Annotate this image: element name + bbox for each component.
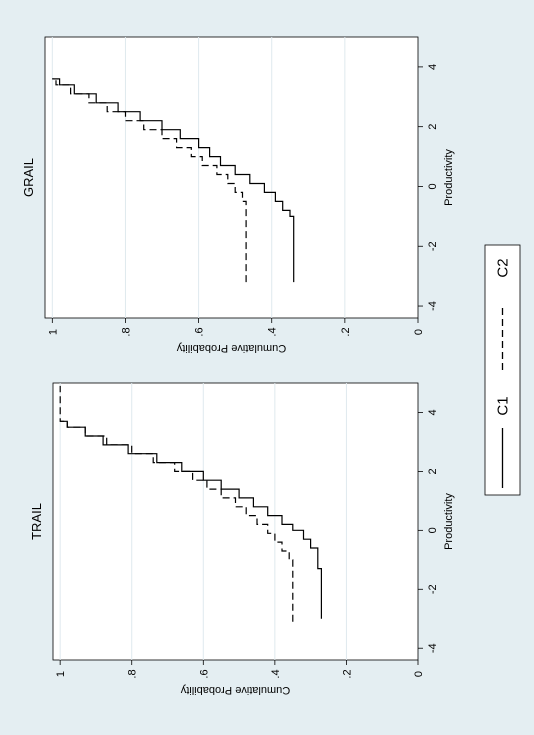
panels: 0 .2 .4 .6 .8 1 -4 -2 0 2 4 Cumulative Probability P… [21, 36, 455, 696]
x-tick-label-0: -4 [427, 643, 439, 653]
x-tick-label-0: -4 [427, 301, 439, 311]
x-tick-label-2: 0 [427, 527, 439, 533]
legend: C1 C2 [484, 244, 521, 496]
x-tick-label-2: 0 [427, 183, 439, 189]
y-tick-label-3: .6 [198, 669, 210, 678]
panel-grail: 0 .2 .4 .6 .8 1 -4 -2 0 2 4 Cumulative Probability P… [21, 36, 455, 354]
x-tick-label-4: 4 [427, 409, 439, 415]
x-tick-label-4: 4 [427, 64, 439, 70]
x-tick-label-1: -2 [427, 241, 439, 251]
x-axis-label: Productivity [443, 493, 455, 550]
y-tick-label-0: 0 [413, 671, 425, 677]
x-axis-label: Productivity [443, 149, 455, 206]
y-tick-label-5: 1 [55, 671, 67, 677]
y-axis-label: Cumulative Probability [180, 684, 290, 696]
y-tick-label-3: .6 [194, 327, 206, 336]
y-tick-label-2: .4 [270, 669, 282, 678]
y-tick-label-5: 1 [47, 329, 59, 335]
series-line-c1 [60, 420, 322, 619]
x-tick-label-1: -2 [427, 584, 439, 594]
x-tick-label-3: 2 [427, 468, 439, 474]
y-tick-label-1: .2 [340, 327, 352, 336]
legend-label-c1: C1 [495, 396, 512, 415]
panel-title: TRAIL [29, 503, 44, 540]
y-axis-label: Cumulative Probability [176, 342, 286, 354]
y-tick-label-0: 0 [413, 329, 425, 335]
y-tick-label-2: .4 [267, 327, 279, 336]
panel-trail: 0 .2 .4 .6 .8 1 -4 -2 0 2 4 Cumulative Probability P… [29, 382, 455, 696]
panel-title: GRAIL [21, 158, 36, 197]
series-line-c2 [52, 78, 247, 283]
legend-label-c2: C2 [495, 258, 512, 277]
x-tick-label-3: 2 [427, 124, 439, 130]
y-tick-label-4: .8 [127, 669, 139, 678]
y-tick-label-4: .8 [120, 327, 132, 336]
series-line-c1 [52, 78, 295, 283]
plot-area [44, 36, 419, 319]
plot-area [52, 382, 419, 661]
y-tick-label-1: .2 [341, 669, 353, 678]
